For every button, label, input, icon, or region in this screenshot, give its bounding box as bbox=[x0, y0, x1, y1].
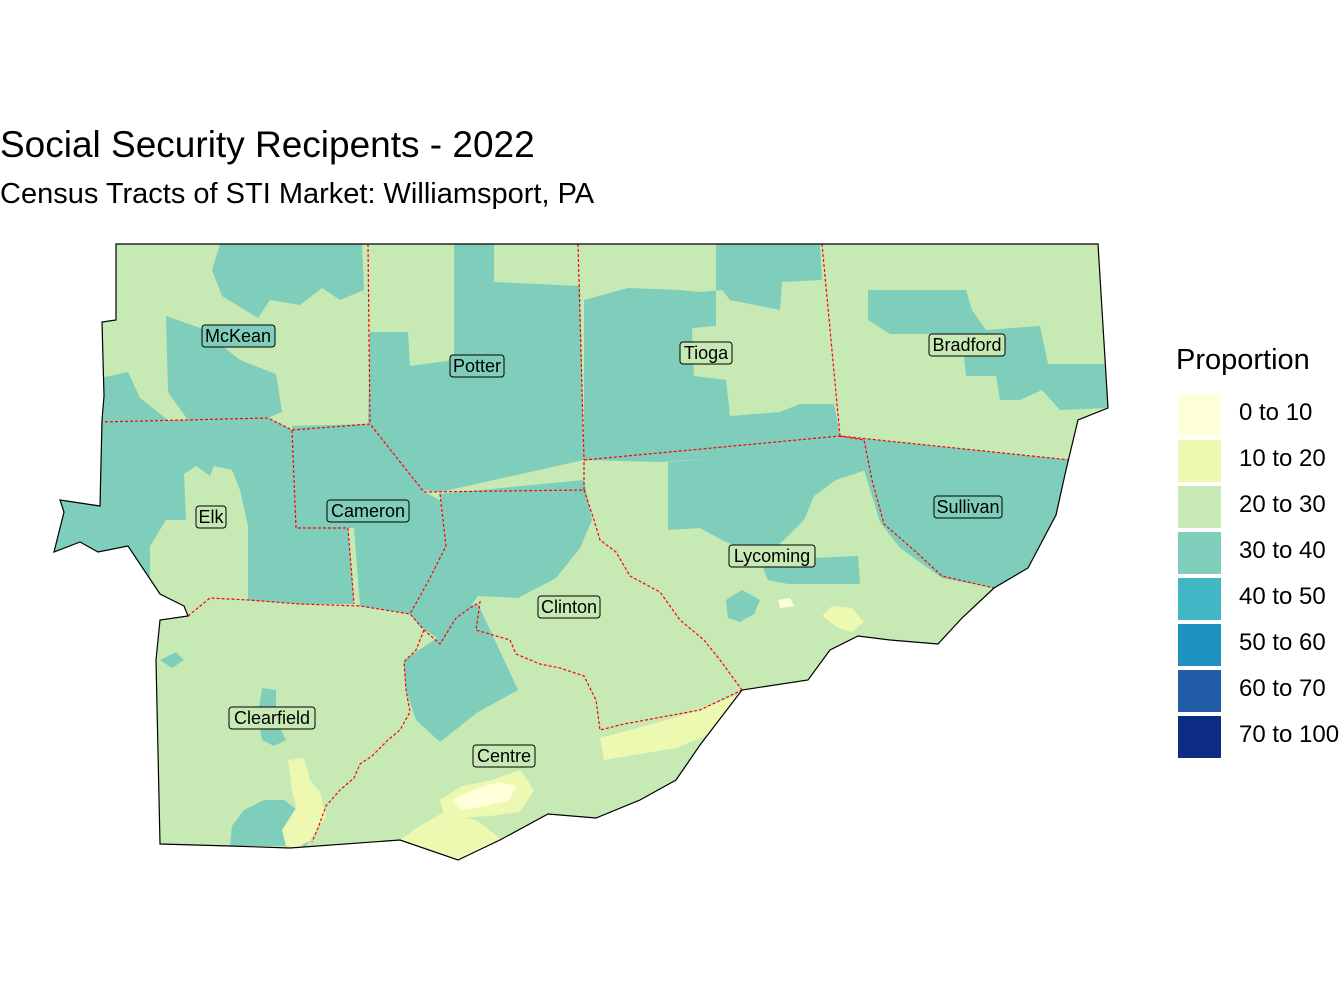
legend-title: Proportion bbox=[1176, 344, 1310, 376]
legend-label: 30 to 40 bbox=[1239, 537, 1326, 564]
tract-10-20 bbox=[282, 758, 326, 848]
county-label-text: Clearfield bbox=[234, 708, 310, 728]
county-border bbox=[367, 244, 371, 425]
county-label-text: Bradford bbox=[932, 335, 1001, 355]
county-label-elk: Elk bbox=[195, 505, 227, 529]
tract-30-40 bbox=[726, 590, 760, 622]
county-labels: McKean Potter Tioga Bradford Elk Cameron… bbox=[195, 324, 1006, 768]
county-label-text: Tioga bbox=[684, 343, 729, 363]
county-label-text: Centre bbox=[477, 746, 531, 766]
county-border bbox=[311, 629, 425, 843]
county-label-text: Elk bbox=[198, 507, 224, 527]
tract-30-40 bbox=[166, 316, 282, 420]
county-border bbox=[409, 493, 447, 615]
county-label-text: Potter bbox=[453, 356, 501, 376]
county-label-text: Clinton bbox=[541, 597, 597, 617]
legend-label: 40 to 50 bbox=[1239, 583, 1326, 610]
tract-30-40 bbox=[212, 244, 364, 318]
legend-swatch bbox=[1178, 532, 1221, 574]
tract-30-40 bbox=[100, 372, 168, 422]
county-label-cameron: Cameron bbox=[326, 499, 410, 523]
legend-label: 70 to 100 bbox=[1239, 721, 1340, 748]
legend-label: 20 to 30 bbox=[1239, 491, 1326, 518]
map-subtitle: Census Tracts of STI Market: Williamspor… bbox=[0, 178, 595, 210]
legend-label: 10 to 20 bbox=[1239, 445, 1326, 472]
county-border bbox=[839, 435, 995, 589]
tract-10-20 bbox=[822, 606, 864, 632]
legend-swatch bbox=[1178, 486, 1221, 528]
legend-swatch bbox=[1178, 394, 1221, 436]
county-borders bbox=[99, 244, 1071, 843]
tract-0-10 bbox=[452, 782, 516, 810]
county-label-text: McKean bbox=[205, 326, 271, 346]
legend-swatch bbox=[1178, 578, 1221, 620]
county-label-centre: Centre bbox=[472, 744, 536, 768]
county-border bbox=[577, 244, 585, 461]
tract-30-40 bbox=[410, 480, 592, 640]
county-border bbox=[187, 597, 743, 731]
tract-30-40 bbox=[404, 604, 518, 742]
county-label-lycoming: Lycoming bbox=[728, 544, 816, 568]
county-label-clearfield: Clearfield bbox=[228, 706, 316, 730]
county-label-clinton: Clinton bbox=[537, 595, 601, 619]
legend-swatch bbox=[1178, 624, 1221, 666]
legend-label: 60 to 70 bbox=[1239, 675, 1326, 702]
county-label-potter: Potter bbox=[449, 354, 505, 378]
tract-30-40 bbox=[54, 418, 354, 604]
county-border bbox=[821, 244, 841, 437]
county-label-mckean: McKean bbox=[201, 324, 276, 348]
legend-label: 0 to 10 bbox=[1239, 399, 1313, 426]
county-border bbox=[583, 489, 743, 691]
legend-swatch bbox=[1178, 440, 1221, 482]
map-title: Social Security Recipents - 2022 bbox=[0, 124, 535, 165]
county-label-text: Sullivan bbox=[936, 497, 999, 517]
tract-10-20 bbox=[600, 694, 740, 760]
county-label-tioga: Tioga bbox=[679, 341, 733, 365]
tract-0-10 bbox=[778, 598, 794, 608]
legend-swatch bbox=[1178, 670, 1221, 712]
legend-label: 50 to 60 bbox=[1239, 629, 1326, 656]
county-label-sullivan: Sullivan bbox=[933, 495, 1003, 519]
county-label-bradford: Bradford bbox=[928, 333, 1006, 357]
county-label-text: Lycoming bbox=[734, 546, 810, 566]
county-label-text: Cameron bbox=[331, 501, 405, 521]
region-outline bbox=[53, 243, 1109, 861]
tract-30-40 bbox=[668, 436, 866, 560]
county-border bbox=[99, 417, 1071, 493]
tract-30-40 bbox=[584, 244, 840, 462]
legend-swatch bbox=[1178, 716, 1221, 758]
tract-30-40 bbox=[160, 652, 184, 668]
